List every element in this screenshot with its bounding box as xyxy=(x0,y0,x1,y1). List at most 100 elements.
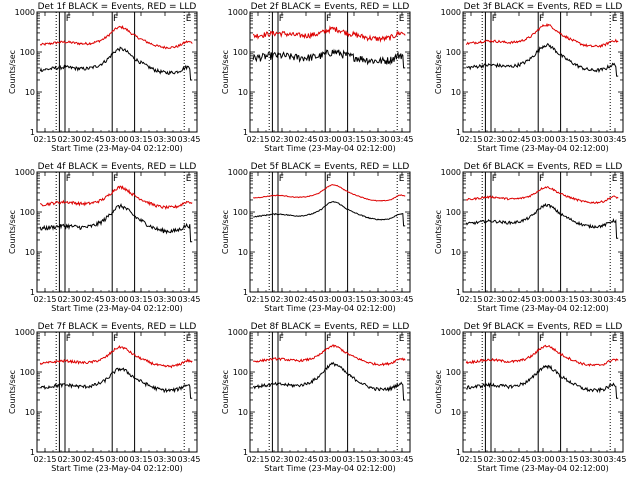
y-axis-label: Counts/sec xyxy=(8,50,17,94)
y-axis-label: Counts/sec xyxy=(8,210,17,254)
x-tick-label: 02:45 xyxy=(294,135,317,144)
marker-label-e: E xyxy=(399,334,405,344)
x-tick-label: 02:15 xyxy=(246,135,269,144)
series-lld-line xyxy=(252,184,406,202)
series-lld-line xyxy=(39,185,193,211)
x-tick-label: 03:30 xyxy=(579,455,602,464)
y-tick-label: 1 xyxy=(30,288,35,297)
marker-label-f-mid: F xyxy=(113,334,118,344)
marker-label-f-mid: F xyxy=(113,14,118,24)
marker-label-e: E xyxy=(612,14,618,24)
y-axis-label: Counts/sec xyxy=(434,50,443,94)
x-tick-label: 02:45 xyxy=(507,455,530,464)
x-tick-label: 03:15 xyxy=(555,135,578,144)
x-tick-label: 03:15 xyxy=(342,295,365,304)
series-events-line xyxy=(466,42,619,77)
x-tick-label: 02:15 xyxy=(246,455,269,464)
x-tick-label: 03:15 xyxy=(342,455,365,464)
marker-label-f-left: F xyxy=(279,334,284,344)
x-axis-label: Start Time (23-May-04 02:12:00) xyxy=(264,304,395,313)
marker-label-f-left: F xyxy=(279,174,284,184)
series-lld-line xyxy=(252,25,406,43)
plot-frame xyxy=(249,171,411,293)
x-tick-label: 02:15 xyxy=(246,295,269,304)
series-events-line xyxy=(39,202,193,243)
y-tick-label: 10 xyxy=(451,88,461,97)
plot-frame xyxy=(36,11,198,133)
y-tick-label: 1000 xyxy=(441,328,461,337)
y-axis-label: Counts/sec xyxy=(221,50,230,94)
x-axis-label: Start Time (23-May-04 02:12:00) xyxy=(264,144,395,153)
y-tick-label: 100 xyxy=(20,208,35,217)
x-tick-label: 02:30 xyxy=(270,135,293,144)
series-events-line xyxy=(465,202,619,239)
y-tick-label: 100 xyxy=(446,48,461,57)
x-tick-label: 03:30 xyxy=(153,295,176,304)
x-tick-label: 02:30 xyxy=(483,295,506,304)
y-tick-label: 1 xyxy=(30,448,35,457)
x-tick-label: 03:00 xyxy=(318,455,341,464)
marker-label-f-left: F xyxy=(492,174,497,184)
x-tick-label: 03:30 xyxy=(153,455,176,464)
y-tick-label: 1000 xyxy=(441,8,461,17)
plot-frame xyxy=(36,331,198,453)
marker-label-e: E xyxy=(186,174,192,184)
y-tick-label: 1 xyxy=(456,448,461,457)
marker-label-f-mid: F xyxy=(539,14,544,24)
y-tick-label: 10 xyxy=(451,408,461,417)
x-tick-label: 02:15 xyxy=(33,295,56,304)
marker-label-f-mid: F xyxy=(326,14,331,24)
x-tick-label: 02:30 xyxy=(270,295,293,304)
series-lld-line xyxy=(39,344,193,369)
x-tick-label: 03:45 xyxy=(390,295,413,304)
y-axis-label: Counts/sec xyxy=(221,210,230,254)
y-tick-label: 10 xyxy=(238,88,248,97)
y-tick-label: 100 xyxy=(233,48,248,57)
x-tick-label: 03:15 xyxy=(342,135,365,144)
y-tick-label: 1 xyxy=(456,128,461,137)
y-tick-label: 10 xyxy=(238,248,248,257)
y-tick-label: 1000 xyxy=(15,8,35,17)
x-tick-label: 02:45 xyxy=(294,455,317,464)
x-tick-label: 02:30 xyxy=(483,455,506,464)
marker-label-e: E xyxy=(399,174,405,184)
x-tick-label: 03:45 xyxy=(603,455,626,464)
y-tick-label: 1 xyxy=(243,288,248,297)
series-events-line xyxy=(252,48,406,69)
panel-title: Det 6f BLACK = Events, RED = LLD xyxy=(464,162,623,172)
y-tick-label: 10 xyxy=(451,248,461,257)
y-axis-label: Counts/sec xyxy=(434,210,443,254)
y-tick-label: 1000 xyxy=(228,328,248,337)
plot-frame xyxy=(462,331,624,453)
x-tick-label: 02:45 xyxy=(81,135,104,144)
x-axis-label: Start Time (23-May-04 02:12:00) xyxy=(477,304,608,313)
x-tick-label: 03:45 xyxy=(390,455,413,464)
x-tick-label: 03:30 xyxy=(366,295,389,304)
panel-title: Det 3f BLACK = Events, RED = LLD xyxy=(464,2,623,12)
x-tick-label: 02:30 xyxy=(270,455,293,464)
marker-label-e: E xyxy=(186,14,192,24)
panel-det-7: Det 7f BLACK = Events, RED = LLD 1 10 100 10… xyxy=(8,322,201,473)
panel-title: Det 7f BLACK = Events, RED = LLD xyxy=(38,322,197,332)
y-tick-label: 100 xyxy=(446,208,461,217)
x-tick-label: 02:15 xyxy=(33,455,56,464)
x-axis-label: Start Time (23-May-04 02:12:00) xyxy=(51,144,182,153)
x-tick-label: 03:45 xyxy=(390,135,413,144)
marker-label-f-mid: F xyxy=(539,174,544,184)
y-tick-label: 1000 xyxy=(15,168,35,177)
y-tick-label: 1000 xyxy=(228,8,248,17)
marker-label-f-left: F xyxy=(66,174,71,184)
panel-det-6: Det 6f BLACK = Events, RED = LLD 1 10 100 10… xyxy=(434,162,627,313)
x-tick-label: 02:15 xyxy=(459,295,482,304)
y-tick-label: 100 xyxy=(20,368,35,377)
y-tick-label: 100 xyxy=(446,368,461,377)
panel-det-5: Det 5f BLACK = Events, RED = LLD 1 10 100 10… xyxy=(221,162,414,313)
x-tick-label: 03:15 xyxy=(129,135,152,144)
marker-label-e: E xyxy=(612,334,618,344)
x-tick-label: 03:45 xyxy=(177,135,200,144)
panel-det-3: Det 3f BLACK = Events, RED = LLD 1 10 100 10… xyxy=(434,2,627,153)
x-tick-label: 02:45 xyxy=(507,295,530,304)
x-tick-label: 02:15 xyxy=(459,455,482,464)
y-tick-label: 10 xyxy=(25,88,35,97)
marker-label-f-mid: F xyxy=(539,334,544,344)
